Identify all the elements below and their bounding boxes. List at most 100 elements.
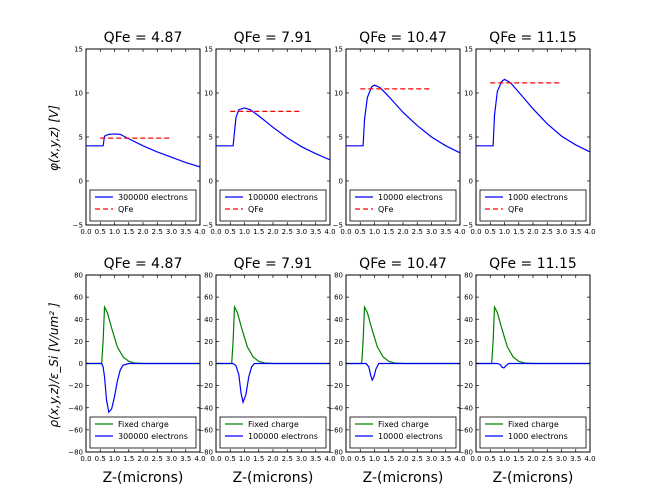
y-tick-label: −20 xyxy=(328,382,343,390)
x-tick-label: 0.5 xyxy=(485,455,496,463)
x-tick-label: 0.0 xyxy=(210,455,221,463)
chart-panel-6: QFe = 7.91 0.0 0.5 1.0 1.5 2.0 2.5 3.0 3.5 4.0 −80… xyxy=(198,256,335,486)
series-line-100000-electrons xyxy=(216,107,330,161)
y-tick-label: −5 xyxy=(333,222,343,230)
legend-box xyxy=(349,189,457,222)
y-tick-label: 10 xyxy=(334,90,343,98)
y-tick-label: 0 xyxy=(469,178,473,186)
chart-panel-7: QFe = 10.47 0.0 0.5 1.0 1.5 2.0 2.5 3.0 3.5 4.0 −8… xyxy=(328,256,465,486)
x-tick-label: 1.5 xyxy=(513,228,524,236)
y-tick-label: 5 xyxy=(339,134,343,142)
legend-box xyxy=(89,189,197,222)
y-tick-label: −40 xyxy=(68,404,83,412)
series-group xyxy=(346,84,460,154)
x-tick-label: 3.0 xyxy=(166,455,177,463)
y-tick-label: 10 xyxy=(204,90,213,98)
panel-title: QFe = 11.15 xyxy=(489,256,577,272)
chart-panel-4: QFe = 11.15 0.0 0.5 1.0 1.5 2.0 2.5 3.0 3.5 4.0 −5… xyxy=(463,30,596,236)
x-tick-label: 3.5 xyxy=(180,228,191,236)
y-tick-label: −80 xyxy=(198,449,213,457)
legend-box xyxy=(89,416,197,449)
series-group xyxy=(216,107,330,161)
x-tick-label: 3.5 xyxy=(180,455,191,463)
series-line-fixed-charge xyxy=(86,304,200,365)
legend-label: 10000 electrons xyxy=(378,432,443,441)
x-tick-label: 4.0 xyxy=(194,455,205,463)
bottom-row-ylabel: ρ(x,y,z)/ε_Si [V/um² ] xyxy=(47,302,61,427)
series-line-300000-electrons xyxy=(86,133,200,168)
x-tick-label: 0.0 xyxy=(80,228,91,236)
chart-panel-5: QFe = 4.87 0.0 0.5 1.0 1.5 2.0 2.5 3.0 3.5 4.0 −80… xyxy=(68,256,205,486)
series-line-300000-electrons xyxy=(86,362,200,414)
y-tick-label: 20 xyxy=(334,338,343,346)
panels: QFe = 4.870.0 0.5 1.0 1.5 2.0 2.5 3.0 3.5 4.0−50… xyxy=(68,30,595,486)
y-tick-label: 80 xyxy=(74,272,83,280)
series-line-10000-electrons xyxy=(346,362,460,382)
series-group xyxy=(216,304,330,405)
y-tick-label: 40 xyxy=(74,316,83,324)
x-tick-label: 2.0 xyxy=(267,455,278,463)
x-tick-label: 2.5 xyxy=(412,228,423,236)
x-tick-label: 4.0 xyxy=(454,228,465,236)
x-tick-label: 0.5 xyxy=(355,455,366,463)
series-line-1000-electrons xyxy=(476,362,590,369)
chart-panel-8: QFe = 11.15 0.0 0.5 1.0 1.5 2.0 2.5 3.0 3.5 4.0 −8… xyxy=(458,256,595,486)
legend-box xyxy=(219,416,327,449)
series-group xyxy=(346,304,460,382)
x-tick-label: 4.0 xyxy=(324,228,335,236)
y-tick-label: 15 xyxy=(74,46,83,54)
x-tick-label: 0.5 xyxy=(95,455,106,463)
x-tick-label: 2.0 xyxy=(137,455,148,463)
x-tick-label: 0.0 xyxy=(340,455,351,463)
y-tick-label: 60 xyxy=(464,294,473,302)
y-tick-label: 15 xyxy=(334,46,343,54)
legend-label: 100000 electrons xyxy=(248,193,318,202)
y-tick-label: 10 xyxy=(464,90,473,98)
y-tick-label: −80 xyxy=(458,449,473,457)
x-tick-label: 3.5 xyxy=(440,455,451,463)
chart-panel-3: QFe = 10.47 0.0 0.5 1.0 1.5 2.0 2.5 3.0 3.5 4.0 −5… xyxy=(333,30,466,236)
legend-label: 1000 electrons xyxy=(508,432,568,441)
chart-panel-1: QFe = 4.87 0.0 0.5 1.0 1.5 2.0 2.5 3.0 3.5 4.0 −5 0… xyxy=(73,30,206,236)
y-tick-label: 20 xyxy=(464,338,473,346)
panel-title: QFe = 7.91 xyxy=(234,30,313,46)
x-tick-label: 4.0 xyxy=(324,455,335,463)
x-tick-label: 0.5 xyxy=(95,228,106,236)
x-axis-label: Z-(microns) xyxy=(233,470,314,486)
x-tick-label: 3.5 xyxy=(440,228,451,236)
x-tick-label: 1.5 xyxy=(253,228,264,236)
panel-title: QFe = 4.87 xyxy=(104,256,183,272)
x-tick-label: 2.5 xyxy=(542,455,553,463)
x-tick-label: 2.5 xyxy=(152,455,163,463)
panel-title: QFe = 11.15 xyxy=(489,30,577,46)
x-tick-label: 3.0 xyxy=(166,228,177,236)
y-tick-label: 0 xyxy=(209,178,213,186)
x-tick-label: 2.0 xyxy=(397,228,408,236)
legend-box xyxy=(219,189,327,222)
y-tick-label: 40 xyxy=(334,316,343,324)
series-line-fixed-charge xyxy=(476,304,590,365)
y-tick-label: −80 xyxy=(328,449,343,457)
legend-label: QFe xyxy=(248,205,263,214)
y-tick-label: 20 xyxy=(74,338,83,346)
legend-label: Fixed charge xyxy=(378,420,429,429)
x-tick-label: 1.5 xyxy=(513,455,524,463)
x-tick-label: 3.5 xyxy=(310,228,321,236)
x-tick-label: 2.0 xyxy=(397,455,408,463)
y-tick-label: −80 xyxy=(68,449,83,457)
y-tick-label: 15 xyxy=(204,46,213,54)
panel-title: QFe = 4.87 xyxy=(104,30,183,46)
series-group xyxy=(476,78,590,153)
y-tick-label: −20 xyxy=(68,382,83,390)
legend-label: Fixed charge xyxy=(248,420,299,429)
legend-label: 1000 electrons xyxy=(508,193,568,202)
legend-label: 100000 electrons xyxy=(248,432,318,441)
x-tick-label: 1.0 xyxy=(369,455,380,463)
y-tick-label: 0 xyxy=(339,360,343,368)
series-group xyxy=(476,304,590,369)
legend-label: 300000 electrons xyxy=(118,432,188,441)
y-tick-label: 5 xyxy=(209,134,213,142)
legend-label: 300000 electrons xyxy=(118,193,188,202)
series-line-fixed-charge xyxy=(346,304,460,365)
